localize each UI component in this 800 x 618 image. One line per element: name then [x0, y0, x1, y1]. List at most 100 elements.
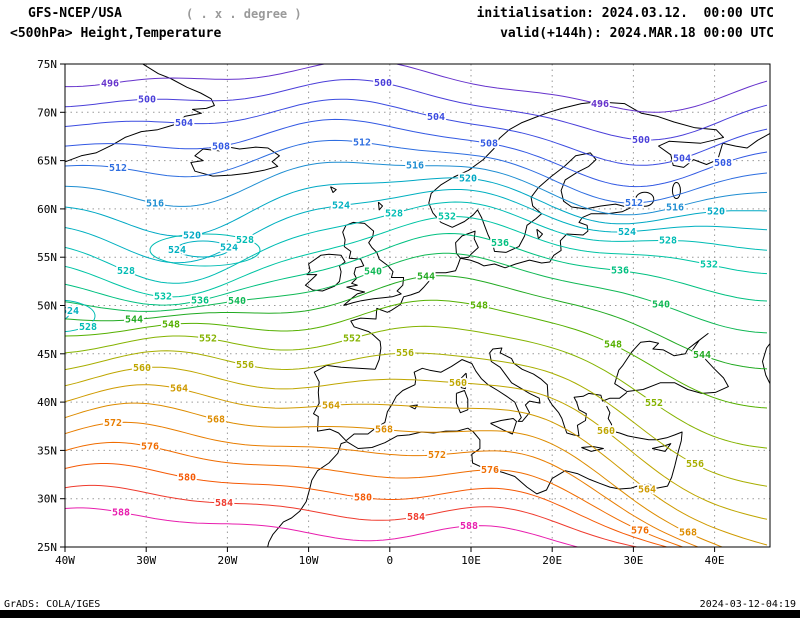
contour-label: 504 — [427, 112, 445, 123]
contour-label: 580 — [354, 493, 372, 504]
lon-label: 40W — [55, 554, 75, 567]
coastline-path — [455, 230, 479, 259]
contour-label: 572 — [428, 450, 446, 461]
contour-568 — [65, 402, 724, 547]
contour-label: 536 — [491, 238, 509, 249]
init-time: initialisation: 2024.03.12. 00:00 UTC — [476, 6, 774, 21]
coastline-path — [330, 186, 337, 193]
grads-credit: GrADS: COLA/IGES — [4, 599, 101, 610]
contour-label: 524 — [332, 201, 350, 212]
coastline-path — [377, 201, 383, 211]
coastline-path — [190, 145, 280, 177]
contour-540 — [65, 252, 768, 334]
contour-label: 552 — [199, 333, 217, 344]
contour-label: 512 — [109, 163, 127, 174]
contour-label: 572 — [104, 418, 122, 429]
lon-label: 20E — [542, 554, 562, 567]
coastline-path — [267, 405, 683, 547]
contour-label: 528 — [659, 235, 677, 246]
contour-label: 564 — [170, 384, 188, 395]
contour-label: 556 — [396, 348, 414, 359]
contour-label: 532 — [438, 212, 456, 223]
closed-contour-528 — [149, 233, 261, 267]
contour-576 — [65, 441, 685, 547]
lat-label: 40N — [37, 396, 57, 409]
contour-label: 548 — [162, 319, 180, 330]
coastline-path — [614, 333, 729, 394]
contour-label: 580 — [178, 473, 196, 484]
contour-512 — [65, 139, 768, 204]
contour-label: 588 — [460, 521, 478, 532]
contour-label: 528 — [117, 266, 135, 277]
lon-label: 10E — [461, 554, 481, 567]
lon-label: 0 — [386, 554, 393, 567]
contour-label: 576 — [141, 442, 159, 453]
lake-onega — [671, 182, 681, 200]
lat-label: 60N — [37, 203, 57, 216]
contour-label: 496 — [591, 99, 609, 110]
lake-ladoga — [635, 191, 655, 207]
bottom-bar — [0, 610, 800, 618]
contour-label: 548 — [604, 340, 622, 351]
lon-label: 20W — [217, 554, 237, 567]
contour-572 — [65, 421, 700, 547]
product-title: <500hPa> Height,Temperature — [10, 26, 222, 41]
lat-label: 30N — [37, 493, 57, 506]
model-name: GFS-NCEP/USA — [28, 6, 122, 21]
contour-label: 556 — [236, 360, 254, 371]
contour-label: 548 — [470, 301, 488, 312]
contour-label: 508 — [480, 138, 498, 149]
contour-label: 576 — [481, 465, 499, 476]
closed-contour-524 — [65, 308, 70, 320]
contour-504 — [65, 98, 768, 166]
coastline-path — [65, 64, 215, 163]
contour-label: 540 — [652, 300, 670, 311]
contour-label: 536 — [611, 266, 629, 277]
contour-label: 528 — [236, 235, 254, 246]
contour-label: 504 — [673, 154, 691, 165]
contour-552 — [65, 325, 768, 449]
contour-556 — [65, 350, 768, 487]
coastline-path — [428, 101, 770, 269]
coastline-path — [455, 390, 469, 414]
contour-label: 496 — [101, 78, 119, 89]
lat-label: 55N — [37, 251, 57, 264]
coastline-path — [490, 418, 517, 435]
contour-label: 508 — [212, 141, 230, 152]
contour-label: 516 — [666, 202, 684, 213]
contour-532 — [65, 216, 768, 298]
contour-520 — [65, 177, 768, 237]
contour-label: 552 — [343, 334, 361, 345]
lat-label: 70N — [37, 106, 57, 119]
coastline-path — [350, 258, 461, 370]
contour-label: 536 — [191, 296, 209, 307]
contour-label: 500 — [138, 94, 156, 105]
contour-label: 500 — [632, 135, 650, 146]
lon-label: 40E — [705, 554, 725, 567]
contour-label: 544 — [693, 350, 711, 361]
resolution-note: ( . x . degree ) — [186, 7, 302, 21]
contour-label: 564 — [322, 400, 340, 411]
contour-528 — [65, 201, 768, 284]
contour-label: 576 — [631, 525, 649, 536]
contour-label: 568 — [207, 414, 225, 425]
lat-label: 65N — [37, 155, 57, 168]
lat-label: 25N — [37, 541, 57, 554]
contour-label: 524 — [168, 245, 186, 256]
contour-496 — [65, 64, 768, 113]
contour-label: 584 — [215, 498, 233, 509]
contour-label: 544 — [125, 315, 143, 326]
contour-label: 552 — [645, 398, 663, 409]
contour-label: 524 — [618, 227, 636, 238]
contour-label: 528 — [385, 208, 403, 219]
contour-label: 512 — [625, 198, 643, 209]
contour-label: 544 — [417, 271, 435, 282]
lat-label: 50N — [37, 300, 57, 313]
contour-524 — [65, 189, 768, 264]
contour-label: 568 — [375, 425, 393, 436]
contour-560 — [65, 366, 768, 520]
lon-label: 10W — [299, 554, 319, 567]
contour-label: 560 — [597, 426, 615, 437]
